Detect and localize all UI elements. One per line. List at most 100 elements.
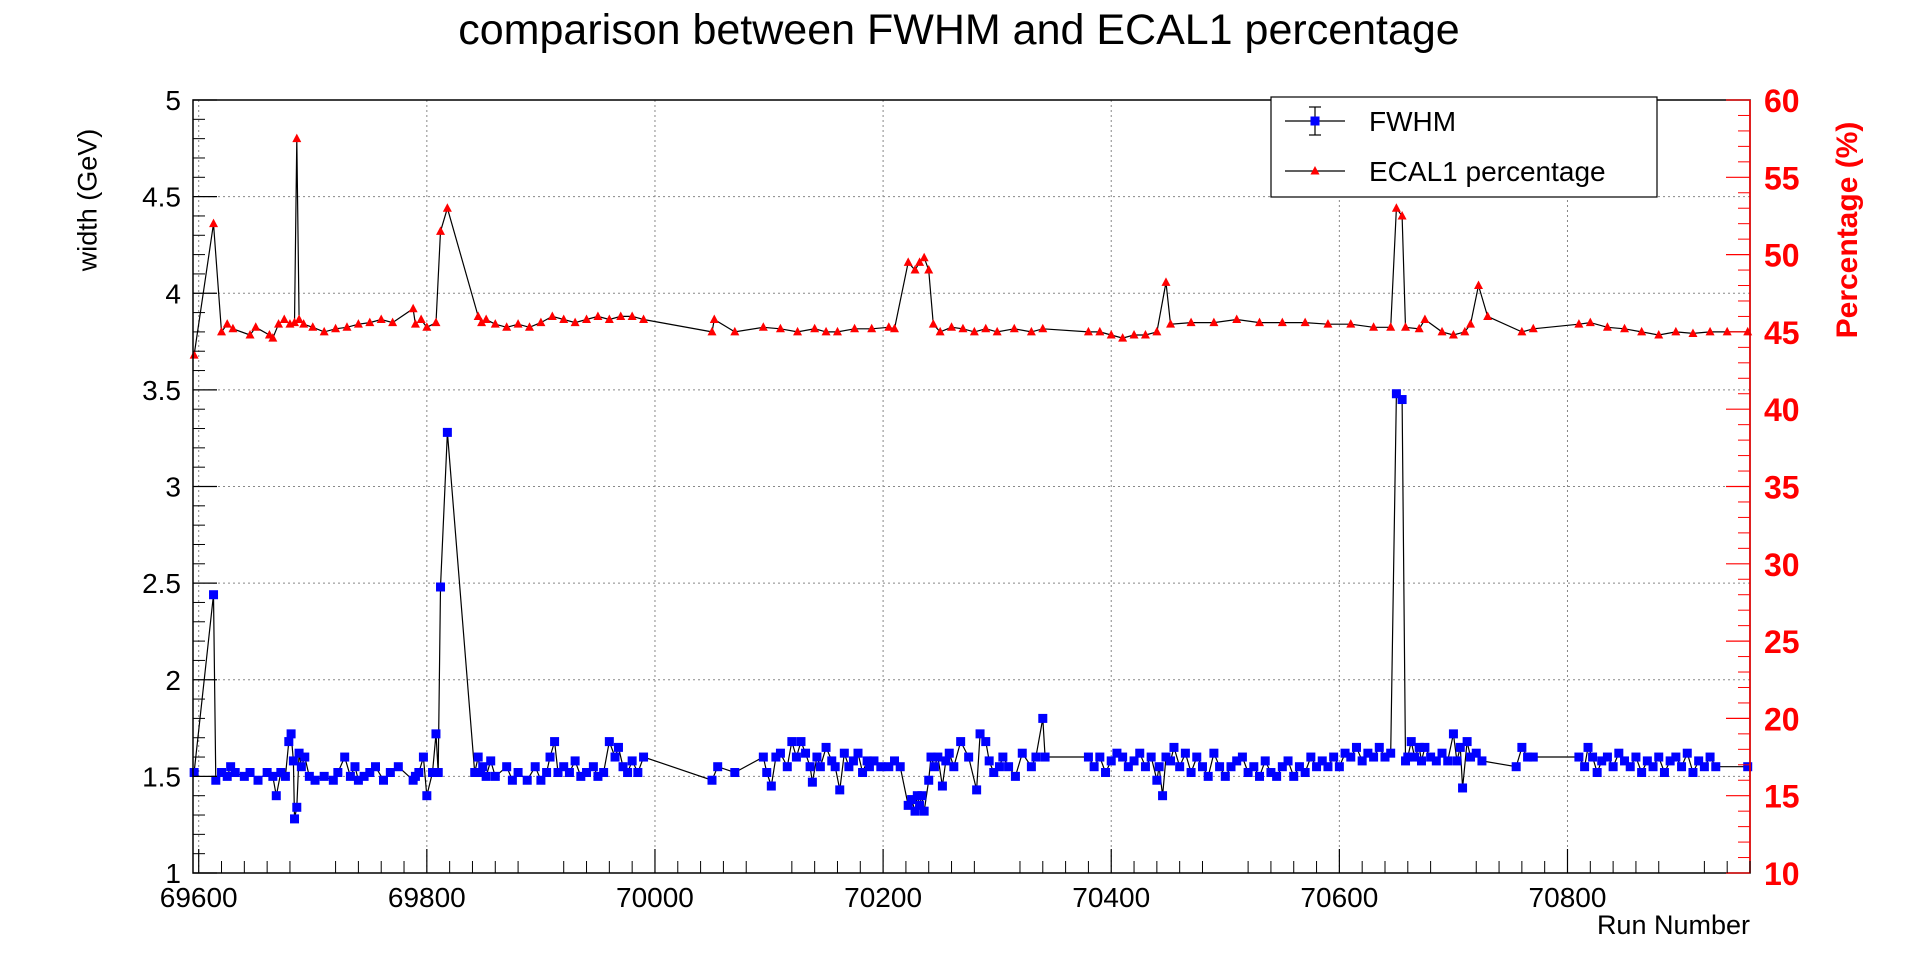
fwhm-data-point	[766, 781, 776, 791]
fwhm-data-point	[1180, 748, 1190, 758]
ecal1-data-point	[308, 322, 318, 331]
ecal1-data-point	[707, 326, 717, 336]
ecal1-data-point	[919, 252, 929, 262]
ecal1-data-point	[1391, 203, 1401, 212]
x-axis: 69600 69800 70000 70200 70400 70600 70800	[160, 849, 1751, 913]
fwhm-data-point	[762, 768, 772, 778]
fwhm-data-point	[639, 752, 649, 762]
fwhm-data-point	[975, 729, 985, 739]
ecal1-data-point	[730, 326, 740, 336]
ecal1-data-point	[422, 322, 432, 331]
ecal1-data-point	[342, 322, 352, 331]
fwhm-data-point	[1175, 762, 1185, 772]
ecal1-data-point	[1369, 322, 1379, 331]
ecal1-data-point	[616, 311, 626, 320]
ecal1-data-point	[473, 311, 483, 320]
ecal1-data-point	[490, 319, 500, 328]
fwhm-data-point	[286, 729, 296, 739]
y-left-tick-label: 5	[165, 85, 181, 116]
ecal1-data-point	[1602, 322, 1612, 331]
fwhm-data-point	[1232, 756, 1242, 766]
fwhm-data-point	[507, 775, 517, 785]
ecal1-data-point	[1166, 319, 1176, 328]
fwhm-data-point	[890, 756, 900, 766]
fwhm-data-point	[801, 748, 811, 758]
fwhm-data-point	[1406, 737, 1416, 747]
fwhm-data-point	[1592, 768, 1602, 778]
fwhm-data-point	[1026, 762, 1036, 772]
fwhm-data-point	[1334, 762, 1344, 772]
fwhm-data-point	[1209, 748, 1219, 758]
fwhm-data-point	[1602, 752, 1612, 762]
fwhm-data-point	[428, 768, 438, 778]
legend-ecal1-label: ECAL1 percentage	[1369, 156, 1606, 187]
ecal1-data-point	[928, 319, 938, 328]
fwhm-data-point	[1243, 768, 1253, 778]
ecal1-data-point	[209, 218, 219, 228]
ecal1-data-point	[290, 317, 300, 327]
fwhm-data-point	[226, 762, 236, 772]
fwhm-data-point	[1031, 752, 1041, 762]
fwhm-data-point	[858, 768, 868, 778]
ecal1-data-point	[915, 257, 925, 266]
y-left-tick-label: 3	[165, 472, 181, 503]
ecal1-data-point	[1140, 329, 1150, 339]
fwhm-data-point	[576, 771, 586, 781]
fwhm-data-point	[222, 771, 232, 781]
fwhm-data-point	[1010, 771, 1020, 781]
ecal1-data-point	[1420, 314, 1430, 324]
fwhm-data-point	[1040, 752, 1050, 762]
fwhm-data-point	[604, 737, 614, 747]
fwhm-data-point	[217, 768, 227, 778]
fwhm-data-point	[610, 752, 620, 762]
fwhm-data-point	[564, 768, 574, 778]
fwhm-data-point	[1161, 752, 1171, 762]
ecal1-data-point	[992, 326, 1002, 336]
ecal1-data-point	[639, 314, 649, 324]
y-right-tick-label: 25	[1764, 624, 1800, 660]
fwhm-data-point	[490, 771, 500, 781]
fwhm-data-point	[876, 762, 886, 772]
ecal1-data-point	[570, 317, 580, 327]
ecal1-data-point	[1397, 210, 1407, 220]
ecal1-data-point	[251, 322, 261, 331]
ecal1-data-point	[709, 314, 719, 324]
fwhm-data-point	[1192, 752, 1202, 762]
fwhm-data-point	[1694, 756, 1704, 766]
ecal1-data-point	[1448, 329, 1458, 339]
ecal1-data-point	[793, 326, 803, 336]
fwhm-data-point	[262, 768, 272, 778]
fwhm-data-point	[1095, 752, 1105, 762]
fwhm-data-point	[1410, 752, 1420, 762]
fwhm-data-point	[1574, 752, 1584, 762]
ecal1-data-point	[890, 323, 900, 333]
fwhm-data-point	[545, 752, 555, 762]
fwhm-data-point	[599, 768, 609, 778]
fwhm-data-point	[1146, 752, 1156, 762]
ecal1-data-point	[1161, 277, 1171, 286]
ecal1-data-point	[536, 317, 546, 327]
ecal1-data-point	[319, 326, 329, 336]
ecal1-data-point	[245, 329, 255, 339]
ecal1-data-point	[292, 133, 302, 143]
y-right-tick-label: 20	[1764, 701, 1800, 737]
fwhm-data-point	[848, 756, 858, 766]
ecal1-data-point	[821, 326, 831, 336]
y-right-tick-label: 45	[1764, 315, 1800, 351]
fwhm-data-point	[1158, 791, 1168, 801]
fwhm-data-point	[613, 742, 623, 752]
fwhm-data-point	[478, 762, 488, 772]
fwhm-data-point	[1369, 752, 1379, 762]
fwhm-data-point	[1135, 748, 1145, 758]
legend-ecal1-marker	[1310, 166, 1320, 175]
y-right-tick-label: 60	[1764, 83, 1800, 119]
fwhm-data-point	[915, 800, 925, 810]
fwhm-data-point	[758, 752, 768, 762]
fwhm-data-point	[1452, 756, 1462, 766]
fwhm-data-point	[1528, 752, 1538, 762]
fwhm-data-point	[1583, 742, 1593, 752]
fwhm-data-point	[1642, 756, 1652, 766]
fwhm-data-point	[807, 777, 817, 787]
ecal1-data-point	[1654, 329, 1664, 339]
fwhm-data-point	[787, 737, 797, 747]
